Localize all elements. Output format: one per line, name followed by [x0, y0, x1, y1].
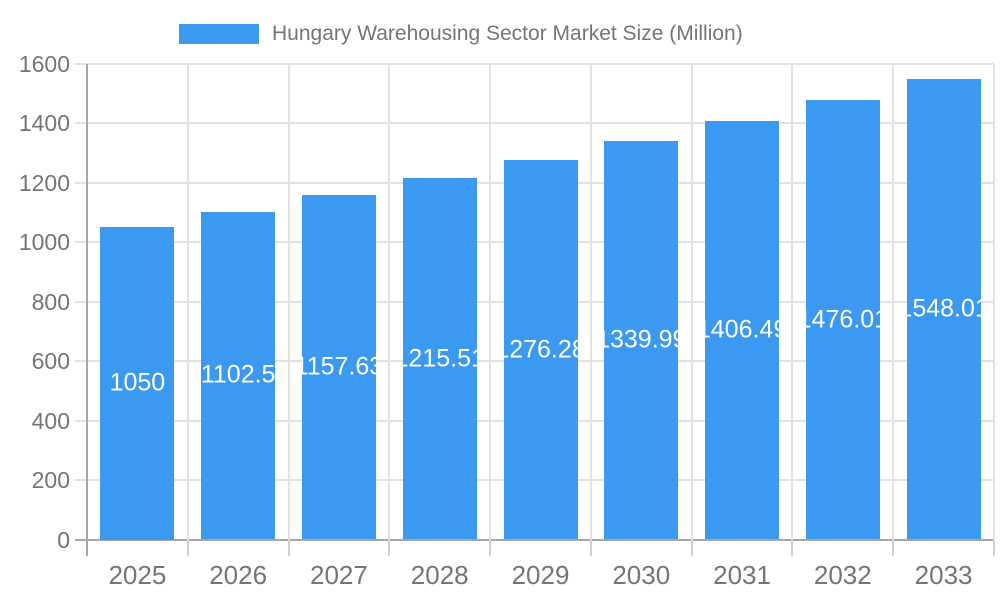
x-axis-tick: [489, 539, 492, 556]
x-axis-category-label: 2028: [410, 560, 469, 590]
legend-label: Hungary Warehousing Sector Market Size (…: [272, 22, 743, 45]
bar-value-label: 1339.99: [604, 325, 678, 354]
x-gridline: [388, 63, 391, 540]
x-gridline: [489, 63, 492, 540]
bar-value-label: 1102.5: [201, 360, 276, 389]
y-axis-tick-label: 1400: [18, 110, 70, 136]
x-gridline: [993, 63, 995, 540]
x-axis-category-label: 2029: [511, 560, 570, 590]
x-axis-tick: [892, 539, 895, 556]
x-axis-category-label: 2025: [108, 560, 167, 590]
x-axis-tick: [388, 539, 391, 556]
y-axis-tick-label: 600: [31, 348, 70, 374]
legend-swatch: [179, 23, 259, 44]
bar-value-label: 1548.01: [907, 294, 981, 323]
bar[interactable]: 1102.5: [201, 211, 276, 540]
bar-value-label: 1050: [109, 368, 166, 397]
y-axis-tick-label: 1200: [18, 169, 70, 196]
bar-value-label: 1157.63: [302, 352, 376, 381]
x-axis-tick: [791, 539, 794, 556]
x-axis-category-label: 2032: [813, 560, 872, 590]
legend[interactable]: Hungary Warehousing Sector Market Size (…: [179, 23, 743, 44]
x-gridline: [892, 63, 895, 540]
bar-value-label: 1406.49: [705, 315, 779, 344]
bar[interactable]: 1050: [100, 227, 175, 540]
x-axis-category-label: 2026: [209, 560, 268, 590]
x-axis-tick: [993, 539, 995, 556]
bar[interactable]: 1157.63: [301, 195, 376, 540]
x-axis-tick: [186, 539, 189, 556]
x-gridline: [186, 63, 189, 540]
y-axis-tick-label: 800: [31, 288, 70, 315]
bar[interactable]: 1548.01: [906, 78, 981, 540]
x-axis-tick: [690, 539, 693, 556]
x-axis-category-label: 2031: [713, 560, 771, 590]
y-axis-tick-label: 1000: [18, 229, 70, 255]
bar[interactable]: 1339.99: [604, 140, 679, 540]
y-axis-line: [86, 63, 88, 540]
x-gridline: [690, 63, 693, 540]
y-gridline: [75, 122, 994, 124]
y-axis-tick-label: 400: [31, 407, 70, 434]
bar[interactable]: 1215.51: [402, 177, 477, 540]
y-axis-tick-label: 0: [57, 526, 70, 553]
x-axis-category-label: 2027: [310, 560, 368, 590]
x-axis-baseline: [75, 538, 994, 541]
x-gridline: [589, 63, 592, 540]
bar[interactable]: 1406.49: [705, 121, 780, 540]
x-axis-category-label: 2033: [914, 560, 973, 590]
x-gridline: [791, 63, 794, 540]
bar-value-label: 1276.28: [504, 335, 578, 364]
y-axis-tick-label: 200: [31, 467, 70, 493]
x-axis-tick: [287, 539, 290, 556]
x-axis-tick: [589, 539, 592, 556]
x-gridline: [287, 63, 290, 540]
x-axis-tick: [86, 539, 88, 556]
y-axis-tick-label: 1600: [18, 50, 70, 77]
y-gridline: [75, 62, 994, 65]
x-axis-category-label: 2030: [612, 560, 671, 590]
bar-value-label: 1215.51: [403, 344, 477, 373]
bar[interactable]: 1276.28: [503, 159, 578, 540]
